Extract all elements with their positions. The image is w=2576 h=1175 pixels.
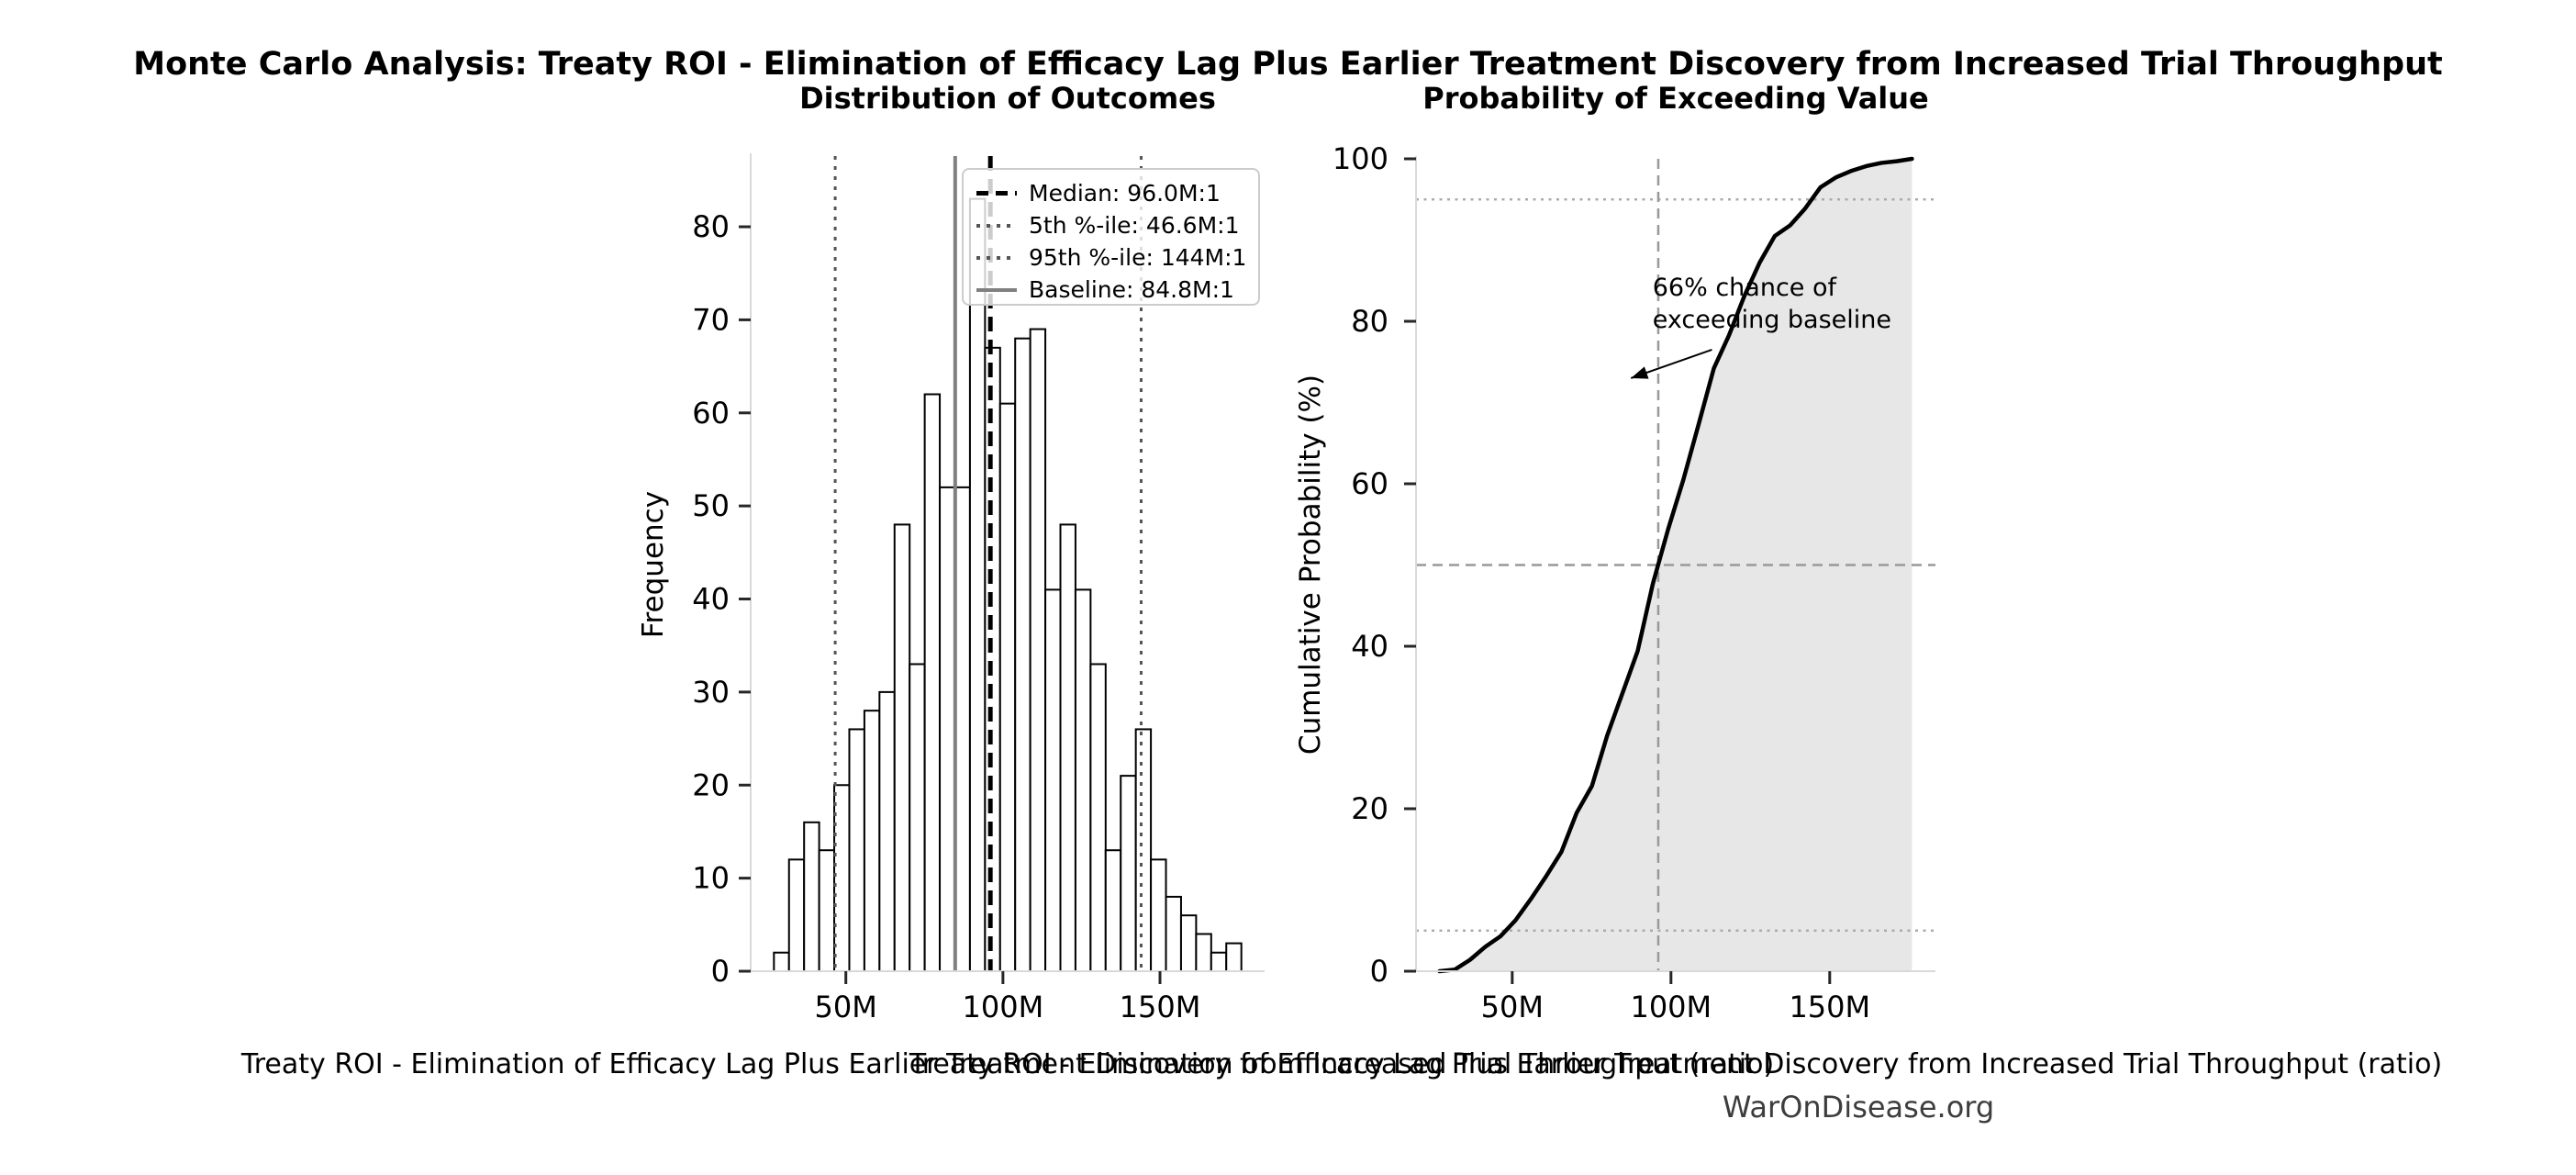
cdf-curve <box>1437 156 1914 974</box>
legend-pct-line-icon <box>976 223 1017 228</box>
legend-baseline-line-icon <box>976 287 1017 292</box>
histogram-bar <box>848 728 865 972</box>
legend-label: Median: 96.0M:1 <box>1029 180 1221 207</box>
legend: Median: 96.0M:1 5th %-ile: 46.6M:1 95th %-… <box>962 168 1260 306</box>
annotation-text: 66% chance of exceeding baseline <box>1653 272 1891 336</box>
x-tick-label: 50M <box>1481 990 1544 1024</box>
histogram-bar <box>1150 858 1167 972</box>
x-tick-label: 50M <box>815 990 877 1024</box>
histogram-bar <box>939 486 956 972</box>
legend-pct-line-icon <box>976 255 1017 260</box>
y-tick-label: 50 <box>692 488 730 523</box>
histogram-bar <box>1014 337 1032 972</box>
histogram-bar <box>1089 663 1107 972</box>
histogram-bar <box>1074 588 1092 972</box>
x-tick-label: 150M <box>1120 990 1201 1024</box>
histogram-title: Distribution of Outcomes <box>799 81 1216 116</box>
cdf-title: Probability of Exceeding Value <box>1422 81 1929 116</box>
y-tick-label: 30 <box>692 675 730 710</box>
y-tick-label: 10 <box>692 861 730 896</box>
cdf-y-axis-label: Cumulative Probability (%) <box>1294 374 1327 755</box>
histogram-y-axis-label: Frequency <box>637 490 670 639</box>
histogram-bar <box>803 821 820 973</box>
histogram-bar <box>773 951 790 973</box>
histogram-bar <box>1120 775 1137 972</box>
y-tick-label: 60 <box>692 396 730 431</box>
legend-row: Median: 96.0M:1 <box>976 177 1249 209</box>
y-tick-label: 40 <box>692 582 730 617</box>
y-tick-label: 80 <box>692 209 730 244</box>
legend-row: 95th %-ile: 144M:1 <box>976 241 1249 274</box>
histogram-bar <box>1044 588 1062 972</box>
histogram-bar <box>1179 914 1198 973</box>
y-tick-label: 20 <box>692 767 730 802</box>
y-tick-label: 0 <box>1370 954 1388 989</box>
histogram-bar <box>1195 933 1212 972</box>
histogram-bar <box>998 402 1017 972</box>
legend-row: 5th %-ile: 46.6M:1 <box>976 209 1249 241</box>
legend-median-line-icon <box>976 191 1017 196</box>
y-tick-label: 60 <box>1351 466 1388 501</box>
legend-label: Baseline: 84.8M:1 <box>1029 276 1234 303</box>
histogram-bar <box>818 849 836 972</box>
y-tick-label: 20 <box>1351 791 1388 826</box>
histogram-bar <box>1210 951 1228 973</box>
histogram-bar <box>1134 728 1153 972</box>
histogram-bar <box>787 858 806 972</box>
legend-label: 5th %-ile: 46.6M:1 <box>1029 212 1240 239</box>
histogram-bar <box>878 690 896 972</box>
y-tick-label: 40 <box>1351 629 1388 664</box>
histogram-bar <box>1104 849 1122 972</box>
cdf-x-axis-label: Treaty ROI - Elimination of Efficacy Lag… <box>909 1048 2443 1080</box>
histogram-bar <box>1165 895 1182 973</box>
histogram-bar <box>863 710 881 972</box>
watermark: WarOnDisease.org <box>1722 1090 1995 1125</box>
x-tick-label: 150M <box>1789 990 1870 1024</box>
figure-title: Monte Carlo Analysis: Treaty ROI - Elimi… <box>133 46 2443 83</box>
legend-row: Baseline: 84.8M:1 <box>976 274 1249 306</box>
cdf-fill-area <box>1439 159 1912 971</box>
y-tick-label: 80 <box>1351 304 1388 339</box>
histogram-bar <box>968 197 987 973</box>
y-tick-label: 70 <box>692 302 730 337</box>
histogram-bar <box>909 663 926 972</box>
annotation-line-1: 66% chance of <box>1652 274 1837 303</box>
histogram-bar <box>1225 942 1243 972</box>
annotation-arrow-head <box>1631 366 1649 379</box>
histogram-x-axis-label: Treaty ROI - Elimination of Efficacy Lag… <box>240 1048 1775 1080</box>
histogram-bar <box>1059 523 1076 973</box>
annotation-line-2: exceeding baseline <box>1652 306 1892 335</box>
y-tick-label: 100 <box>1333 141 1388 176</box>
histogram-bar <box>953 486 971 972</box>
histogram-bar <box>893 523 911 973</box>
y-tick-label: 0 <box>711 954 730 989</box>
x-tick-label: 100M <box>1630 990 1712 1024</box>
x-tick-label: 100M <box>963 990 1044 1024</box>
histogram-bar <box>1029 328 1047 972</box>
histogram-bar <box>923 393 942 972</box>
legend-label: 95th %-ile: 144M:1 <box>1029 244 1247 271</box>
